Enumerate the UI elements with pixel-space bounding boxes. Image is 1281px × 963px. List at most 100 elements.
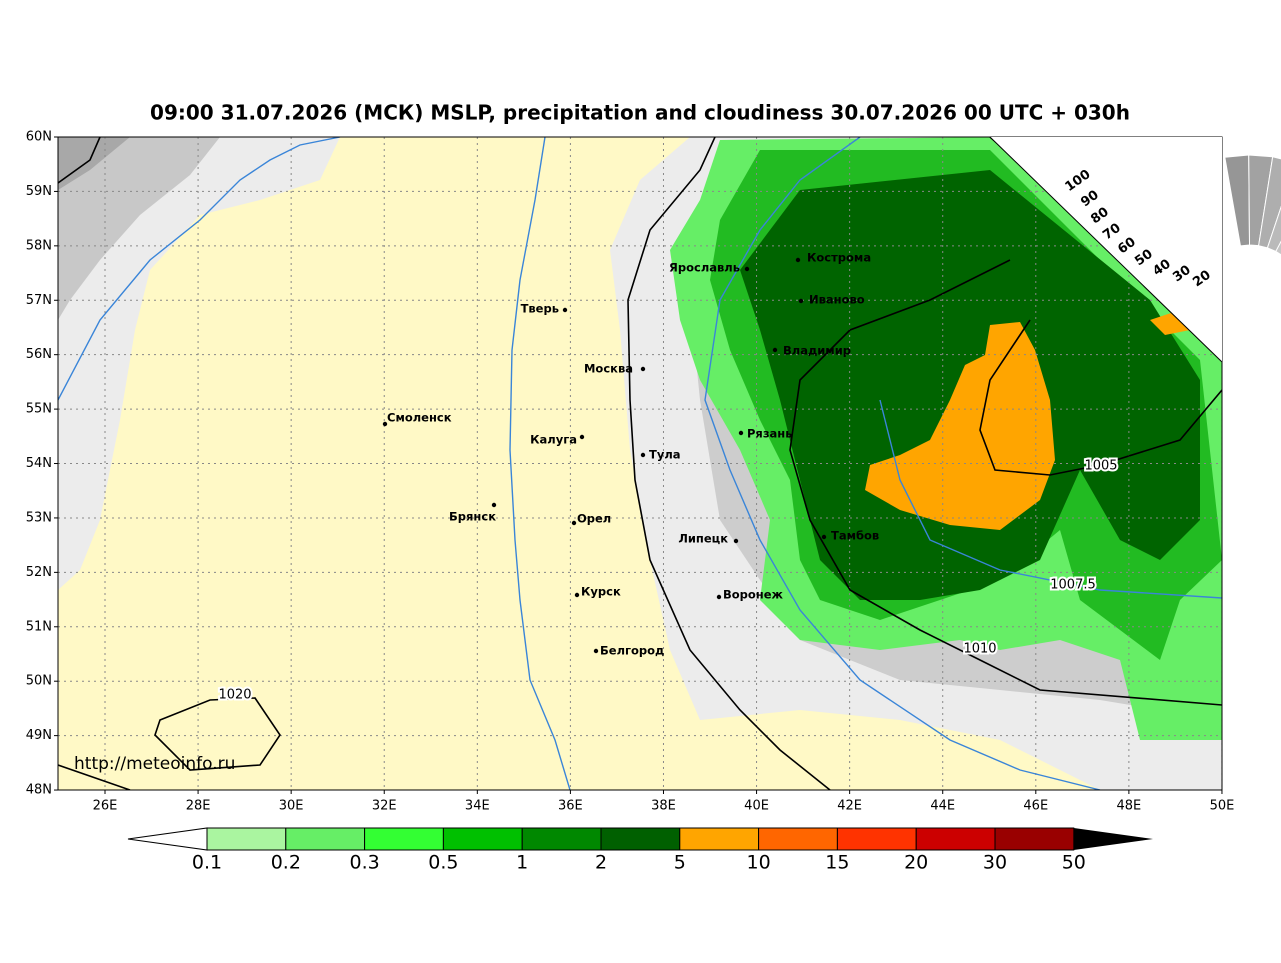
- lon-label: 32E: [372, 799, 397, 814]
- city-label: Ярославль: [669, 261, 740, 275]
- lon-label: 44E: [930, 799, 955, 814]
- city-dot: [574, 592, 580, 598]
- lat-label: 60N: [26, 130, 52, 145]
- lon-label: 40E: [744, 799, 769, 814]
- colorbar-box: [364, 827, 444, 851]
- city-label: Орел: [577, 512, 611, 526]
- colorbar-box: [206, 827, 287, 851]
- colorbar-label: 0.3: [349, 852, 379, 874]
- isobar-label: 1020: [218, 688, 251, 703]
- colorbar-label: 1: [516, 852, 528, 874]
- city-dot: [772, 347, 778, 353]
- colorbar-box: [521, 827, 602, 851]
- lat-label: 53N: [26, 510, 52, 525]
- city-dot: [738, 430, 744, 436]
- colorbar-label: 10: [747, 852, 771, 874]
- isobar-label: 1005: [1084, 459, 1117, 474]
- city-label: Кострома: [807, 251, 871, 265]
- colorbar-box: [758, 827, 838, 851]
- colorbar-label: 30: [983, 852, 1007, 874]
- colorbar-box: [285, 827, 366, 851]
- lat-label: 50N: [26, 674, 52, 689]
- cloud-swatch: [1258, 156, 1281, 249]
- colorbar-label: 5: [674, 852, 686, 874]
- city-label: Владимир: [783, 344, 851, 358]
- colorbar-label: 0.1: [192, 852, 222, 874]
- lon-label: 26E: [93, 799, 118, 814]
- city-label: Тамбов: [831, 529, 879, 543]
- city-dot: [579, 434, 585, 440]
- city-label: Курск: [581, 585, 621, 599]
- map-field: [58, 137, 1222, 790]
- colorbar-label: 2: [595, 852, 607, 874]
- isobar-label: 1010: [963, 642, 996, 657]
- lat-label: 54N: [26, 456, 52, 471]
- lon-label: 28E: [186, 799, 211, 814]
- city-dot: [593, 648, 599, 654]
- colorbar-high: [1073, 828, 1153, 850]
- city-dot: [562, 307, 568, 313]
- colorbar-low: [127, 827, 208, 851]
- colorbar-box: [600, 827, 681, 851]
- city-dot: [733, 538, 739, 544]
- city-dot: [640, 366, 646, 372]
- city-label: Брянск: [449, 510, 496, 524]
- lat-label: 49N: [26, 728, 52, 743]
- city-dot: [744, 266, 750, 272]
- city-label: Иваново: [809, 293, 865, 307]
- lon-label: 50E: [1210, 799, 1235, 814]
- lon-label: 34E: [465, 799, 490, 814]
- lat-label: 55N: [26, 402, 52, 417]
- colorbar-label: 0.2: [271, 852, 301, 874]
- lat-label: 52N: [26, 565, 52, 580]
- isobar-label: 1007.5: [1050, 578, 1096, 593]
- city-label: Липецк: [678, 532, 728, 546]
- url: http://meteoinfo.ru: [74, 754, 235, 774]
- colorbar-box: [679, 827, 760, 851]
- colorbar: 0.1 0.2 0.3 0.5 1 2 5 10 15 20 30 50: [127, 827, 1153, 874]
- city-label: Белгород: [600, 644, 664, 658]
- city-label: Тула: [649, 448, 681, 462]
- city-label: Рязань: [747, 427, 792, 441]
- lon-label: 30E: [279, 799, 304, 814]
- lon-label: 46E: [1023, 799, 1048, 814]
- grid: [58, 137, 1222, 790]
- city-dot: [640, 452, 646, 458]
- city-dot: [798, 298, 804, 304]
- lon-label: 42E: [837, 799, 862, 814]
- city-dot: [491, 502, 497, 508]
- lat-label: 57N: [26, 293, 52, 308]
- colorbar-label: 0.5: [428, 852, 458, 874]
- colorbar-label: 20: [904, 852, 928, 874]
- rivers: [58, 137, 1222, 790]
- city-dot: [821, 534, 827, 540]
- lon-label: 38E: [651, 799, 676, 814]
- city-dot: [382, 421, 388, 427]
- city-label: Воронеж: [723, 588, 784, 602]
- title: 09:00 31.07.2026 (МСК) MSLP, precipitati…: [150, 101, 1130, 125]
- lat-label: 59N: [26, 184, 52, 199]
- city-dot: [716, 594, 722, 600]
- colorbar-box: [442, 827, 523, 851]
- lat-label: 51N: [26, 619, 52, 634]
- city-dot: [795, 257, 801, 263]
- colorbar-box: [994, 827, 1075, 851]
- cloud-swatch: [1224, 154, 1251, 247]
- colorbar-label: 15: [825, 852, 849, 874]
- lon-label: 48E: [1116, 799, 1141, 814]
- city-label: Калуга: [530, 433, 577, 447]
- city-dot: [571, 520, 577, 526]
- colorbar-label: 50: [1062, 852, 1086, 874]
- lat-label: 48N: [26, 783, 52, 798]
- lat-label: 56N: [26, 347, 52, 362]
- colorbar-box: [836, 827, 917, 851]
- lat-label: 58N: [26, 238, 52, 253]
- cloud-swatch: [1266, 205, 1281, 253]
- corner-edge: [989, 136, 1223, 363]
- city-label: Смоленск: [387, 411, 452, 425]
- lon-label: 36E: [558, 799, 583, 814]
- colorbar-box: [915, 827, 996, 851]
- city-label: Москва: [584, 362, 633, 376]
